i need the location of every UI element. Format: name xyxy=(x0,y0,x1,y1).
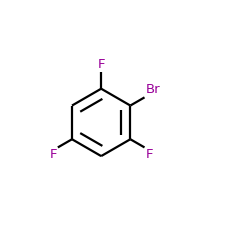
Text: F: F xyxy=(98,58,105,71)
Text: Br: Br xyxy=(146,84,160,96)
Text: F: F xyxy=(146,148,153,162)
Text: F: F xyxy=(49,148,57,162)
